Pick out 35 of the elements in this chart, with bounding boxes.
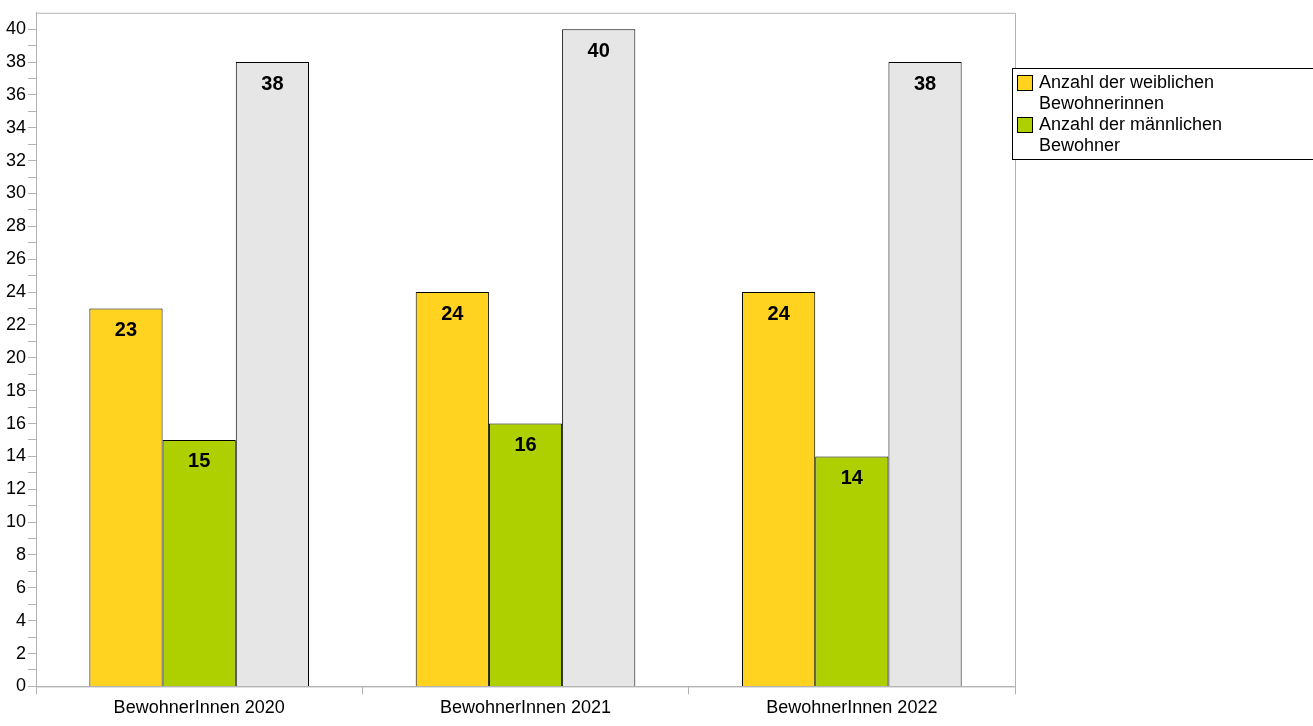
legend-label: Anzahl der weiblichen Bewohnerinnen — [1039, 72, 1216, 114]
y-tick-label: 34 — [5, 116, 27, 137]
y-tick-label: 8 — [16, 543, 27, 564]
y-tick-label: 38 — [5, 51, 27, 72]
y-tick-label: 24 — [5, 281, 27, 302]
y-tick-label: 36 — [5, 83, 27, 104]
y-tick-label: 32 — [5, 149, 27, 170]
data-label: 38 — [913, 71, 937, 94]
y-tick-label: 4 — [16, 609, 27, 630]
data-label: 23 — [114, 318, 138, 341]
y-tick-label: 20 — [5, 346, 27, 367]
data-label: 24 — [767, 301, 791, 324]
y-tick-label: 28 — [5, 215, 27, 236]
y-tick-label: 2 — [16, 642, 27, 663]
y-tick-label: 22 — [5, 313, 27, 334]
y-tick-label: 18 — [5, 379, 27, 400]
data-label: 40 — [587, 38, 610, 61]
x-tick-label: BewohnerInnen 2022 — [766, 697, 938, 718]
y-tick-label: 40 — [5, 18, 27, 39]
data-label: 14 — [840, 465, 864, 488]
y-tick-label: 0 — [16, 675, 27, 696]
data-label: 24 — [441, 301, 465, 324]
y-tick-label: 10 — [5, 511, 27, 532]
data-label: 16 — [514, 433, 537, 456]
y-tick-label: 6 — [16, 576, 27, 597]
x-tick-label: BewohnerInnen 2020 — [113, 697, 285, 718]
data-label: 38 — [261, 71, 284, 94]
y-tick-label: 12 — [5, 478, 27, 499]
x-tick-label: BewohnerInnen 2021 — [439, 697, 612, 718]
data-label: 15 — [188, 449, 211, 472]
y-tick-label: 30 — [5, 182, 27, 203]
y-tick-label: 16 — [5, 412, 27, 433]
y-tick-label: 14 — [5, 445, 27, 466]
y-tick-label: 26 — [5, 248, 27, 269]
legend-label: Anzahl der männlichen Bewohner — [1039, 114, 1224, 156]
